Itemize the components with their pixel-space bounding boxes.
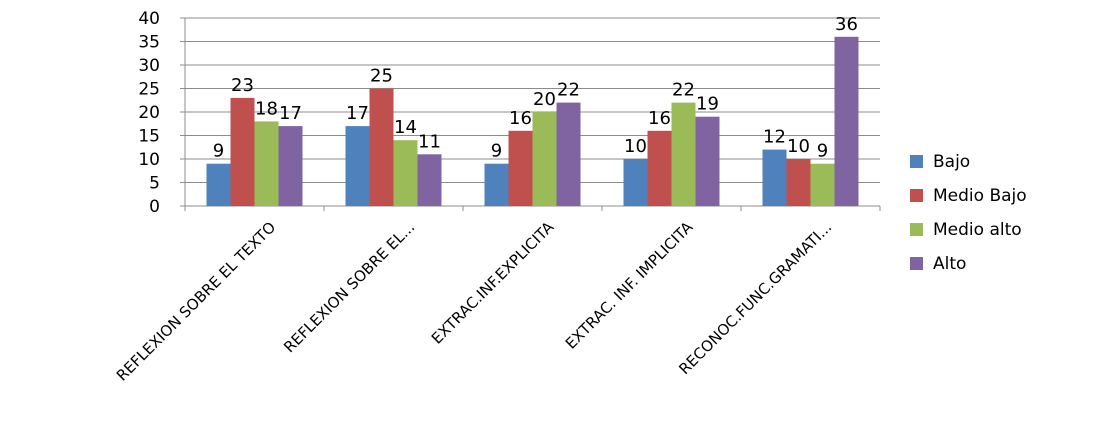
legend-label: Alto bbox=[933, 254, 966, 274]
bar bbox=[556, 102, 581, 206]
bar bbox=[345, 126, 370, 206]
bar bbox=[786, 159, 811, 206]
category-label: REFLEXION SOBRE EL... bbox=[280, 218, 418, 356]
category-labels: REFLEXION SOBRE EL TEXTO REFLEXION SOBRE … bbox=[113, 218, 835, 385]
bar bbox=[417, 154, 442, 206]
bar bbox=[695, 116, 720, 206]
data-label: 12 bbox=[763, 127, 786, 148]
data-label: 11 bbox=[418, 131, 441, 152]
bar bbox=[230, 97, 255, 206]
bar bbox=[508, 130, 533, 206]
legend-swatch bbox=[910, 257, 923, 270]
data-label: 14 bbox=[394, 117, 417, 138]
data-label: 25 bbox=[370, 66, 393, 87]
data-label: 16 bbox=[509, 108, 532, 129]
data-label: 10 bbox=[624, 136, 647, 157]
bar bbox=[532, 112, 557, 206]
legend-label: Medio alto bbox=[933, 220, 1022, 240]
data-label: 17 bbox=[346, 103, 369, 124]
y-tick-label: 15 bbox=[138, 127, 160, 147]
bar bbox=[254, 121, 279, 206]
bars bbox=[206, 36, 859, 206]
legend-label: Bajo bbox=[933, 152, 970, 172]
data-label: 23 bbox=[231, 75, 254, 96]
bar bbox=[278, 126, 303, 206]
data-label: 17 bbox=[279, 103, 302, 124]
y-tick-label: 25 bbox=[138, 80, 160, 100]
data-label: 19 bbox=[696, 94, 719, 115]
data-label: 22 bbox=[672, 80, 695, 101]
category-label: REFLEXION SOBRE EL TEXTO bbox=[113, 218, 279, 384]
bar bbox=[369, 88, 394, 206]
bar bbox=[834, 36, 859, 206]
y-tick-label: 35 bbox=[138, 33, 160, 53]
bar bbox=[762, 149, 787, 206]
category-label: EXTRAC. INF. IMPLICITA bbox=[562, 218, 697, 353]
bar bbox=[206, 163, 231, 206]
data-label: 9 bbox=[213, 141, 224, 162]
y-tick-label: 10 bbox=[138, 150, 160, 170]
bar bbox=[623, 159, 648, 206]
y-tick-label: 5 bbox=[149, 174, 160, 194]
legend: Bajo Medio Bajo Medio alto Alto bbox=[910, 152, 1027, 274]
data-label: 10 bbox=[787, 136, 810, 157]
data-label: 20 bbox=[533, 89, 556, 110]
data-label: 22 bbox=[557, 80, 580, 101]
y-tick-label: 0 bbox=[149, 197, 160, 217]
y-tick-label: 40 bbox=[138, 9, 160, 29]
y-tick-label: 20 bbox=[138, 103, 160, 123]
bar bbox=[810, 163, 835, 206]
data-label: 18 bbox=[255, 98, 278, 119]
category-label: EXTRAC.INF.EXPLICITA bbox=[428, 218, 558, 348]
category-label: RECONOC.FUNC.GRAMATI... bbox=[675, 218, 835, 378]
bar bbox=[671, 102, 696, 206]
legend-swatch bbox=[910, 189, 923, 202]
legend-label: Medio Bajo bbox=[933, 186, 1027, 206]
y-tick-label: 30 bbox=[138, 56, 160, 76]
bar bbox=[484, 163, 509, 206]
legend-swatch bbox=[910, 155, 923, 168]
data-label: 9 bbox=[817, 141, 828, 162]
bar bbox=[393, 140, 418, 206]
data-label: 36 bbox=[835, 14, 858, 35]
bar bbox=[647, 130, 672, 206]
data-label: 16 bbox=[648, 108, 671, 129]
legend-swatch bbox=[910, 223, 923, 236]
data-label: 9 bbox=[491, 141, 502, 162]
